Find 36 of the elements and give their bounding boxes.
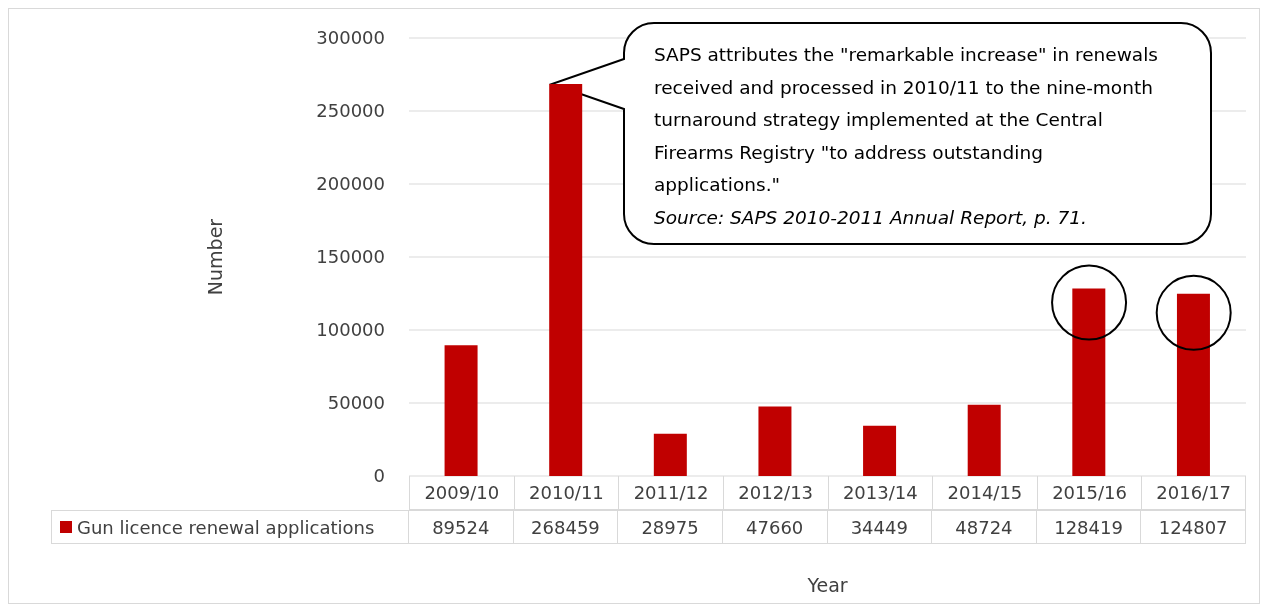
- bar: [967, 404, 1001, 476]
- y-axis-title: Number: [204, 218, 226, 296]
- bar: [549, 84, 583, 476]
- bar: [863, 425, 897, 476]
- bar: [444, 345, 478, 476]
- bar: [653, 433, 687, 476]
- y-tick-label: 0: [373, 465, 385, 487]
- y-tick-label: 200000: [316, 173, 385, 195]
- x-tick-label: 2015/16: [1036, 476, 1142, 510]
- x-tick-label: 2016/17: [1141, 476, 1246, 510]
- y-tick-label: 50000: [327, 392, 385, 414]
- data-label: 48724: [932, 510, 1037, 544]
- x-tick-label: 2009/10: [409, 476, 514, 510]
- legend-label: Gun licence renewal applications: [51, 510, 409, 544]
- data-label: 268459: [513, 510, 619, 544]
- data-label: 47660: [722, 510, 828, 544]
- data-label: 28975: [618, 510, 723, 544]
- x-tick-label: 2012/13: [722, 476, 828, 510]
- data-label: 124807: [1141, 510, 1246, 544]
- data-label: 34449: [827, 510, 933, 544]
- x-tick-label: 2010/11: [513, 476, 619, 510]
- y-tick-label: 100000: [316, 319, 385, 341]
- data-label: 128419: [1036, 510, 1142, 544]
- data-label: 89524: [409, 510, 514, 544]
- y-tick-label: 250000: [316, 100, 385, 122]
- y-tick-label: 300000: [316, 27, 385, 49]
- bar: [1176, 293, 1210, 476]
- bar: [1072, 288, 1106, 476]
- x-tick-label: 2014/15: [932, 476, 1037, 510]
- bar: [758, 406, 792, 476]
- x-tick-label: 2013/14: [827, 476, 933, 510]
- annotation: Source: SAPS 2010-2011 Annual Report, p. 71.: [654, 205, 1088, 230]
- annotation: SAPS attributes the "remarkable increase" in renewals received and processed in 2010/11 to the nine-month turnaround strategy implemented at the Central Firearms Registry "to address outstanding applications.": [654, 43, 1159, 197]
- x-axis-title: Year: [807, 574, 848, 596]
- x-tick-label: 2011/12: [618, 476, 723, 510]
- y-tick-label: 150000: [316, 246, 385, 268]
